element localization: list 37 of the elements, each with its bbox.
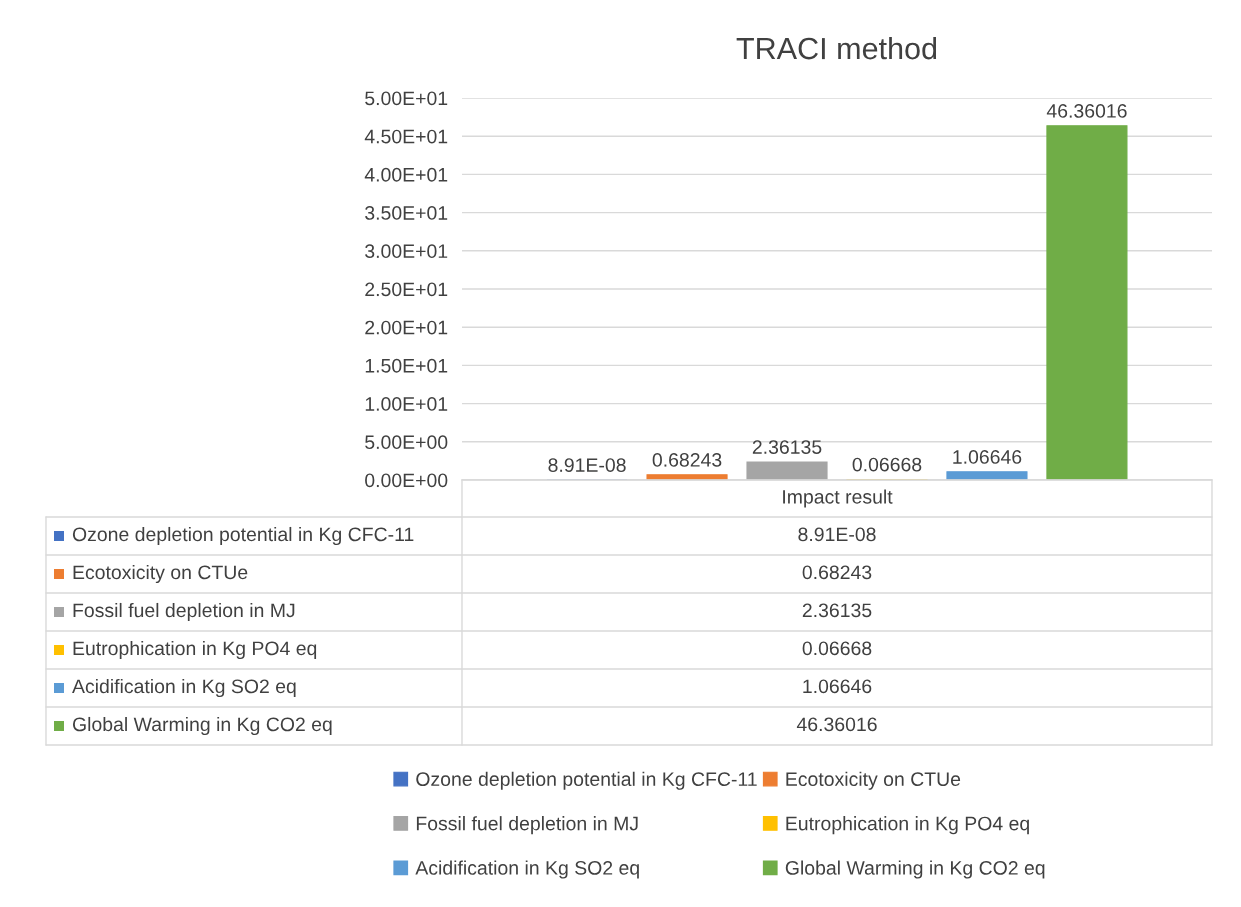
y-tick-label: 2.50E+01 [365,282,448,297]
text: 0.06668 [802,641,872,656]
text: Ecotoxicity on CTUe [73,564,248,584]
y-tick-label: 5.00E+00 [365,435,448,450]
legend-label: Fossil fuel depletion in MJ [416,816,638,835]
legend-label: Ecotoxicity on CTUe [786,771,961,790]
text: 1.06646 [803,679,872,694]
text: 0.68243 [802,565,872,580]
y-tick-label: 0.00E+00 [365,473,448,488]
y-tick-label: 2.00E+01 [365,320,448,335]
data-label: 0.68243 [652,453,722,467]
legend-label: Global Warming in Kg CO2 eq [785,860,1045,879]
text: Fossil fuel depletion in MJ [73,602,295,622]
y-tick-label: 5.00E+01 [365,91,448,106]
text: Eutrophication in Kg PO4 eq [73,640,317,660]
y-tick-label: 4.50E+01 [364,129,448,144]
data-label: 46.36016 [1046,104,1127,118]
legend-label: Eutrophication in Kg PO4 eq [786,816,1029,835]
x-tick-label: Impact result [783,489,893,508]
text: 2.36135 [802,603,872,618]
y-tick-label: 3.00E+01 [365,244,448,259]
y-tick-label: 4.00E+01 [364,167,448,182]
text: 46.36016 [796,717,877,732]
data-label: 0.06668 [852,457,922,472]
data-label: 8.91E-08 [548,458,626,472]
chart-title: TRACI method [736,36,937,60]
text: Ozone depletion potential in Kg CFC-11 [416,771,757,790]
text: Global Warming in Kg CO2 eq [72,716,332,736]
legend-label: Ozone depletion potential in Kg CFC-11 [72,526,414,546]
legend-label: Acidification in Kg SO2 eq [415,860,639,879]
y-tick-label: 1.00E+01 [365,397,448,411]
text: 8.91E-08 [798,527,876,542]
data-label: 2.36135 [752,440,822,454]
y-tick-label: 1.50E+01 [365,358,448,373]
data-label: 1.06646 [953,450,1022,464]
y-tick-label: 3.50E+01 [365,206,448,220]
text: Acidification in Kg SO2 eq [72,678,296,698]
